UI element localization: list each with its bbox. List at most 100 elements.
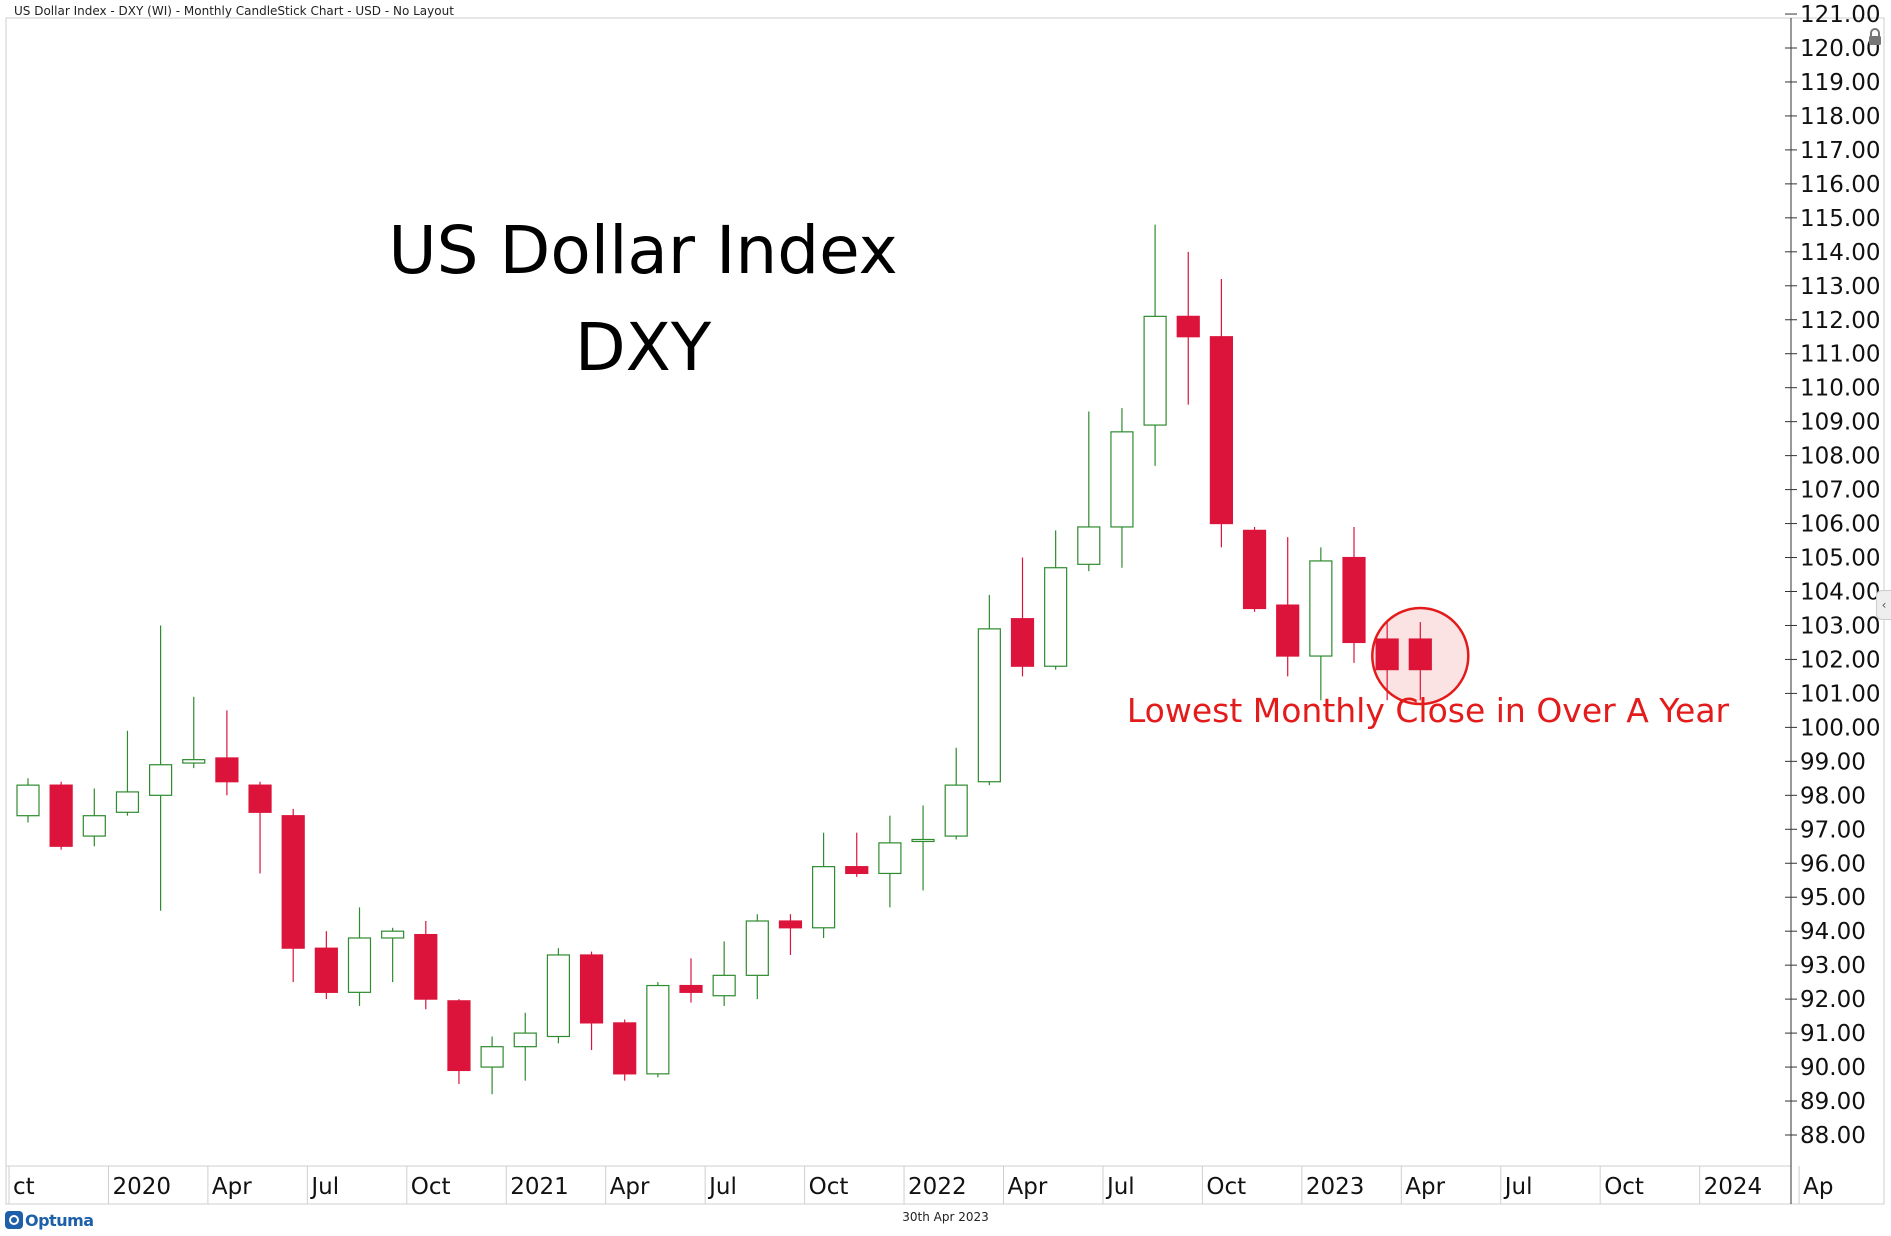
y-tick-label: 93.00	[1800, 953, 1866, 979]
candle	[579, 951, 604, 1051]
candle-body	[613, 1022, 637, 1075]
candle-body	[447, 1000, 471, 1072]
y-tick-label: 90.00	[1800, 1055, 1866, 1081]
candle	[314, 931, 338, 1000]
y-tick-label: 111.00	[1800, 342, 1880, 368]
x-tick-label: Oct	[1604, 1174, 1644, 1200]
candle-body	[778, 920, 803, 929]
y-tick-label: 92.00	[1800, 987, 1866, 1013]
candle-body	[381, 930, 405, 939]
candle-body	[878, 842, 902, 875]
candle-body	[646, 984, 670, 1075]
y-tick-label: 98.00	[1800, 783, 1866, 809]
candle	[712, 941, 736, 1006]
candle	[845, 832, 869, 877]
candle-body	[1242, 529, 1267, 610]
candle	[977, 594, 1001, 786]
candle-body	[1176, 315, 1200, 338]
candle-body	[182, 759, 206, 764]
candle-body	[1209, 336, 1234, 525]
candle	[878, 815, 902, 908]
x-tick-label: ct	[13, 1174, 35, 1200]
candle-body	[314, 947, 338, 993]
candle-body	[546, 954, 571, 1038]
candle-body	[1309, 560, 1333, 657]
candle-body	[1276, 604, 1300, 657]
y-tick-label: 99.00	[1800, 749, 1866, 775]
x-tick-label: Apr	[610, 1174, 650, 1200]
candle	[1209, 278, 1234, 548]
candle-body	[1010, 618, 1035, 667]
y-tick-label: 94.00	[1800, 919, 1866, 945]
candle-highlighted	[1408, 622, 1432, 701]
optuma-logo-icon	[5, 1211, 23, 1229]
candle	[745, 914, 769, 1000]
candle	[911, 805, 935, 891]
y-tick-label: 96.00	[1800, 851, 1866, 877]
candle-body	[513, 1032, 537, 1048]
candle	[546, 948, 571, 1044]
candle	[414, 920, 438, 1010]
candle	[1110, 408, 1134, 568]
candle-body	[944, 784, 968, 837]
candle	[811, 832, 836, 938]
candle-body	[1342, 556, 1366, 644]
candle	[1143, 224, 1167, 466]
candle-body	[347, 937, 372, 993]
candle-body	[49, 784, 73, 847]
logo-text: Optuma	[25, 1210, 94, 1230]
x-tick-label: 2021	[510, 1174, 569, 1200]
y-tick-label: 97.00	[1800, 817, 1866, 843]
candle	[347, 907, 372, 1006]
y-tick-label: 100.00	[1800, 715, 1880, 741]
candle	[613, 1019, 637, 1081]
y-tick-label: 106.00	[1800, 512, 1880, 538]
candle	[82, 788, 106, 847]
candle	[281, 808, 305, 983]
x-tick-label: 2023	[1306, 1174, 1365, 1200]
candle	[182, 696, 206, 769]
chart-subtitle: DXY	[575, 309, 712, 386]
candle	[16, 778, 40, 823]
candle	[1044, 530, 1068, 670]
candle	[1010, 557, 1035, 677]
candle	[1176, 251, 1200, 405]
y-tick-label: 95.00	[1800, 885, 1866, 911]
annotation-text: Lowest Monthly Close in Over A Year	[1127, 691, 1730, 730]
candle	[49, 781, 73, 850]
y-tick-label: 119.00	[1800, 70, 1880, 96]
lock-icon[interactable]	[1867, 28, 1883, 46]
x-tick-label: Apr	[1405, 1174, 1445, 1200]
candle-body	[1110, 431, 1134, 528]
x-tick-label: Jul	[1105, 1174, 1135, 1200]
candle	[115, 730, 140, 816]
candle	[679, 958, 703, 1003]
candle	[1077, 411, 1101, 572]
y-tick-label: 121.00	[1800, 2, 1880, 28]
y-tick-label: 91.00	[1800, 1021, 1866, 1047]
y-tick-label: 112.00	[1800, 308, 1880, 334]
x-tick-label: Oct	[1206, 1174, 1246, 1200]
y-tick-label: 114.00	[1800, 240, 1880, 266]
candle-body	[248, 784, 272, 813]
candle	[1242, 526, 1267, 612]
candle	[944, 747, 968, 840]
candle-body	[712, 974, 736, 997]
candle-body	[82, 815, 106, 837]
candle	[1309, 547, 1333, 701]
y-tick-label: 117.00	[1800, 138, 1880, 164]
x-tick-label: Oct	[411, 1174, 451, 1200]
candle	[778, 914, 803, 955]
x-tick-label: 2024	[1704, 1174, 1763, 1200]
chart-title: US Dollar Index	[388, 212, 897, 289]
candle-body	[281, 815, 305, 949]
y-tick-label: 102.00	[1800, 647, 1880, 673]
y-tick-label: 104.00	[1800, 580, 1880, 606]
candle-body	[115, 791, 140, 813]
x-tick-label: Apr	[212, 1174, 252, 1200]
candle-body	[1044, 567, 1068, 667]
footer-date: 30th Apr 2023	[902, 1210, 989, 1224]
chevron-left-icon[interactable]: ‹	[1876, 590, 1891, 620]
x-tick-label: Jul	[707, 1174, 737, 1200]
